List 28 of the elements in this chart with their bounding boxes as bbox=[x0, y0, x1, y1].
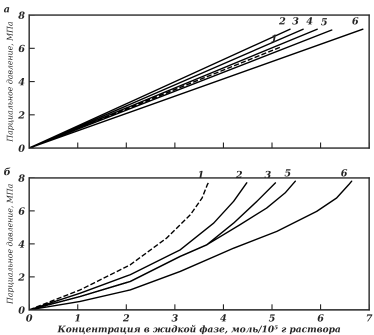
x-tick-label: 5 bbox=[268, 314, 275, 322]
x-tick-label: 6 bbox=[318, 314, 324, 322]
y-tick-label: 8 bbox=[18, 174, 25, 182]
series-label: 4 bbox=[306, 17, 312, 24]
x-axis-title: Концентрация в жидкой фазе, моль/10⁵ г раствора bbox=[57, 324, 340, 334]
y-tick-label: 8 bbox=[18, 12, 25, 19]
chart-title: б bbox=[4, 167, 10, 176]
x-tick-label: 2 bbox=[122, 314, 130, 322]
chart-title: а bbox=[4, 7, 10, 12]
y-tick-label: 4 bbox=[18, 240, 24, 248]
series-label: 6 bbox=[341, 169, 348, 177]
x-tick-label: 4 bbox=[220, 314, 226, 322]
y-tick-label: 2 bbox=[18, 273, 24, 281]
x-tick-label: 1 bbox=[74, 314, 80, 322]
series-label: 6 bbox=[352, 17, 358, 25]
series-label: 2 bbox=[278, 17, 286, 24]
y-tick-label: 0 bbox=[18, 144, 25, 152]
y-tick-label: 6 bbox=[18, 207, 25, 215]
series-label: 5 bbox=[320, 18, 327, 26]
y-tick-label: 0 bbox=[18, 306, 25, 314]
series-label: 3 bbox=[292, 17, 298, 25]
y-tick-label: 2 bbox=[18, 111, 24, 119]
x-tick-label: 7 bbox=[366, 314, 372, 322]
series-label: 5 bbox=[284, 169, 291, 177]
x-tick-label: 3 bbox=[172, 314, 178, 322]
x-tick-label: 0 bbox=[26, 314, 32, 322]
y-tick-label: 4 bbox=[18, 78, 24, 86]
y-tick-label: 6 bbox=[18, 44, 25, 52]
